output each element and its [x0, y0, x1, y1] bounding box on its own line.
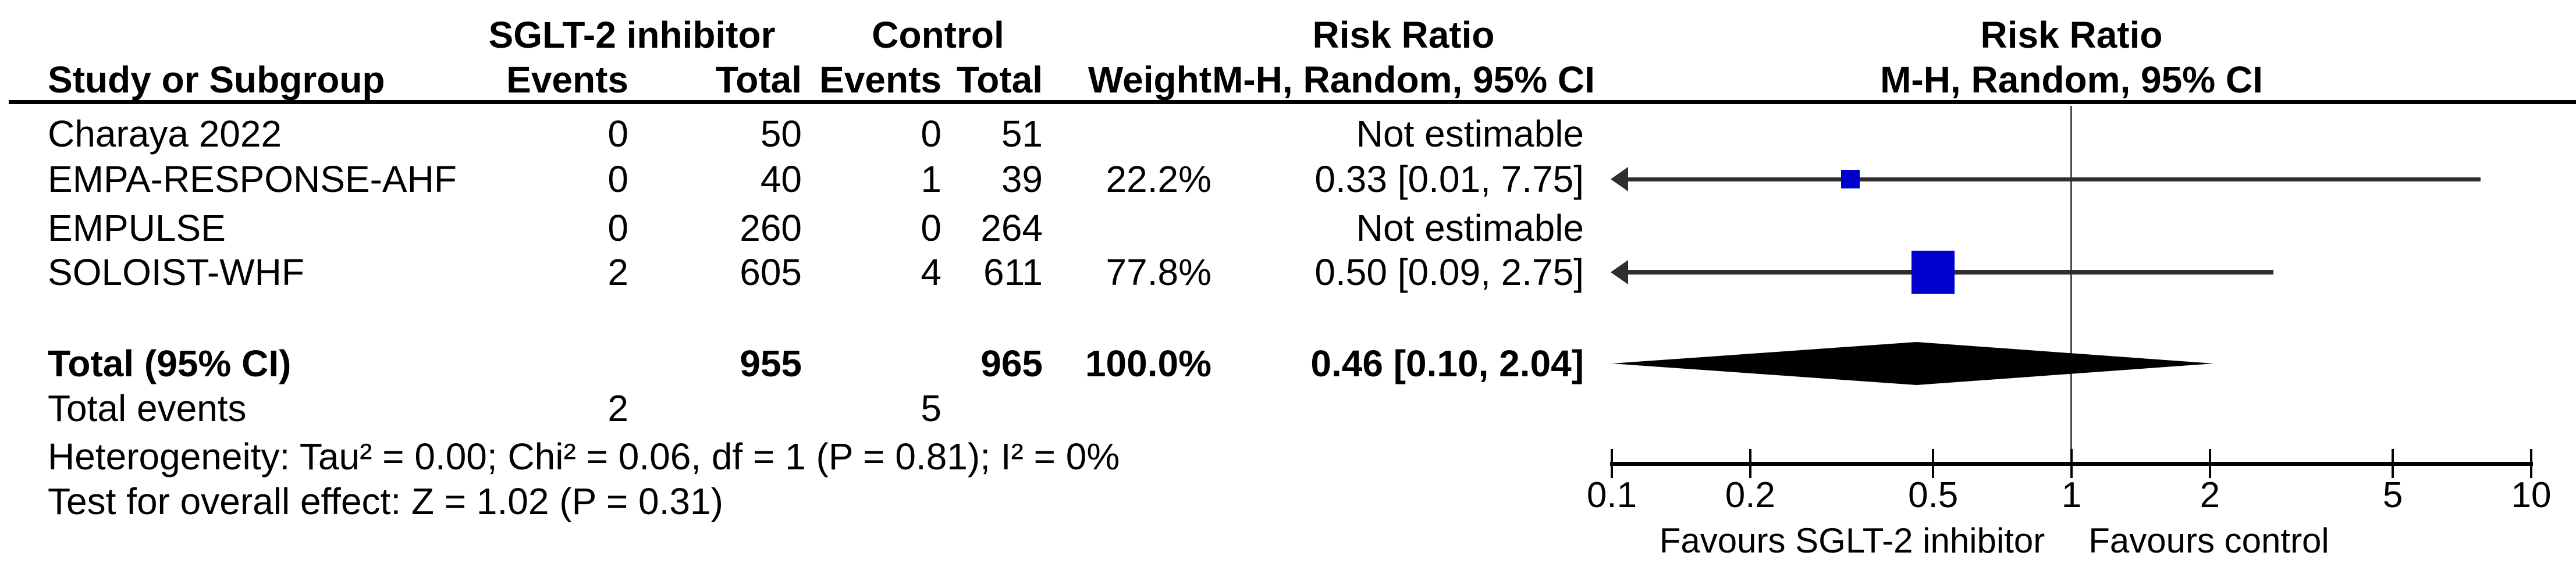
- axis-tick-label: 0.2: [1725, 475, 1775, 515]
- total-events1: 2: [607, 387, 628, 429]
- axis-tick-label: 0.1: [1586, 475, 1637, 515]
- rr-text-cell: Not estimable: [1356, 207, 1584, 249]
- total1-sum: 955: [740, 343, 802, 384]
- axis-tick-label: 1: [2061, 475, 2082, 515]
- events2-cell: 4: [921, 251, 941, 293]
- left-arrow-icon: [1611, 167, 1628, 191]
- total1-cell: 605: [740, 251, 802, 293]
- rr-text-cell: Not estimable: [1356, 113, 1584, 155]
- axis-tick-label: 10: [2511, 475, 2552, 515]
- header-divider: [9, 100, 2576, 104]
- events1-cell: 2: [607, 251, 628, 293]
- total-events2: 5: [921, 387, 941, 429]
- total2-cell: 51: [1001, 113, 1043, 155]
- events2-cell: 0: [921, 207, 941, 249]
- study-column-header: Study or Subgroup: [48, 59, 385, 101]
- rr-text-cell: 0.50 [0.09, 2.75]: [1314, 251, 1584, 293]
- mh-ci-column-header: M-H, Random, 95% CI: [1212, 59, 1595, 101]
- study-name: EMPULSE: [48, 207, 226, 249]
- weight-cell: 77.8%: [1106, 251, 1211, 293]
- total1-cell: 40: [760, 158, 802, 200]
- no-effect-line: [2070, 106, 2072, 465]
- rr-text-cell: 0.33 [0.01, 7.75]: [1314, 158, 1584, 200]
- axis-tick-label: 0.5: [1908, 475, 1959, 515]
- events1-cell: 0: [607, 158, 628, 200]
- total1-cell: 260: [740, 207, 802, 249]
- risk-ratio-column-header: Risk Ratio: [1312, 14, 1495, 56]
- total1-column-header: Total: [715, 59, 802, 101]
- events1-cell: 0: [607, 113, 628, 155]
- total-events-label: Total events: [48, 387, 247, 429]
- total-row-label: Total (95% CI): [48, 343, 292, 384]
- overall-effect-text: Test for overall effect: Z = 1.02 (P = 0…: [48, 480, 723, 522]
- weight-column-header: Weight: [1088, 59, 1211, 101]
- axis-tick: [1611, 449, 1613, 478]
- point-marker: [1840, 170, 1860, 188]
- events1-cell: 0: [607, 207, 628, 249]
- axis-tick: [2070, 449, 2073, 478]
- ci-line: [1625, 177, 2481, 181]
- events2-cell: 0: [921, 113, 941, 155]
- axis-tick: [2208, 449, 2211, 478]
- pooled-diamond: [1612, 342, 2214, 385]
- total2-cell: 264: [980, 207, 1043, 249]
- total-rr-text: 0.46 [0.10, 2.04]: [1310, 343, 1584, 384]
- study-name: EMPA-RESPONSE-AHF: [48, 158, 457, 200]
- total2-sum: 965: [980, 343, 1043, 384]
- axis-tick: [1749, 449, 1751, 478]
- events1-column-header: Events: [506, 59, 628, 101]
- favours-right-label: Favours control: [2088, 521, 2329, 560]
- events2-cell: 1: [921, 158, 941, 200]
- axis-tick: [1932, 449, 1935, 478]
- weight-cell: [804, 205, 1211, 251]
- axis-tick: [2392, 449, 2394, 478]
- point-marker: [1911, 251, 1955, 294]
- weight-cell: 22.2%: [1106, 158, 1211, 200]
- study-name: Charaya 2022: [48, 113, 282, 155]
- study-name: SOLOIST-WHF: [48, 251, 304, 293]
- total2-cell: 611: [983, 251, 1043, 293]
- risk-ratio-plot-header: Risk Ratio: [1980, 14, 2163, 56]
- total2-cell: 39: [1001, 158, 1043, 200]
- weight-cell: [804, 111, 1211, 157]
- axis-tick: [2530, 449, 2532, 478]
- favours-left-label: Favours SGLT-2 inhibitor: [1659, 521, 2045, 560]
- axis-tick-label: 2: [2200, 475, 2220, 515]
- heterogeneity-text: Heterogeneity: Tau² = 0.00; Chi² = 0.06,…: [48, 436, 1120, 478]
- mh-ci-plot-header: M-H, Random, 95% CI: [1880, 59, 2263, 101]
- total2-column-header: Total: [956, 59, 1043, 101]
- left-arrow-icon: [1611, 260, 1628, 284]
- total1-cell: 50: [760, 113, 802, 155]
- group1-header: SGLT-2 inhibitor: [488, 14, 776, 56]
- total-weight: 100.0%: [1085, 343, 1211, 384]
- events2-column-header: Events: [819, 59, 941, 101]
- group2-header: Control: [872, 14, 1004, 56]
- axis-tick-label: 5: [2382, 475, 2403, 515]
